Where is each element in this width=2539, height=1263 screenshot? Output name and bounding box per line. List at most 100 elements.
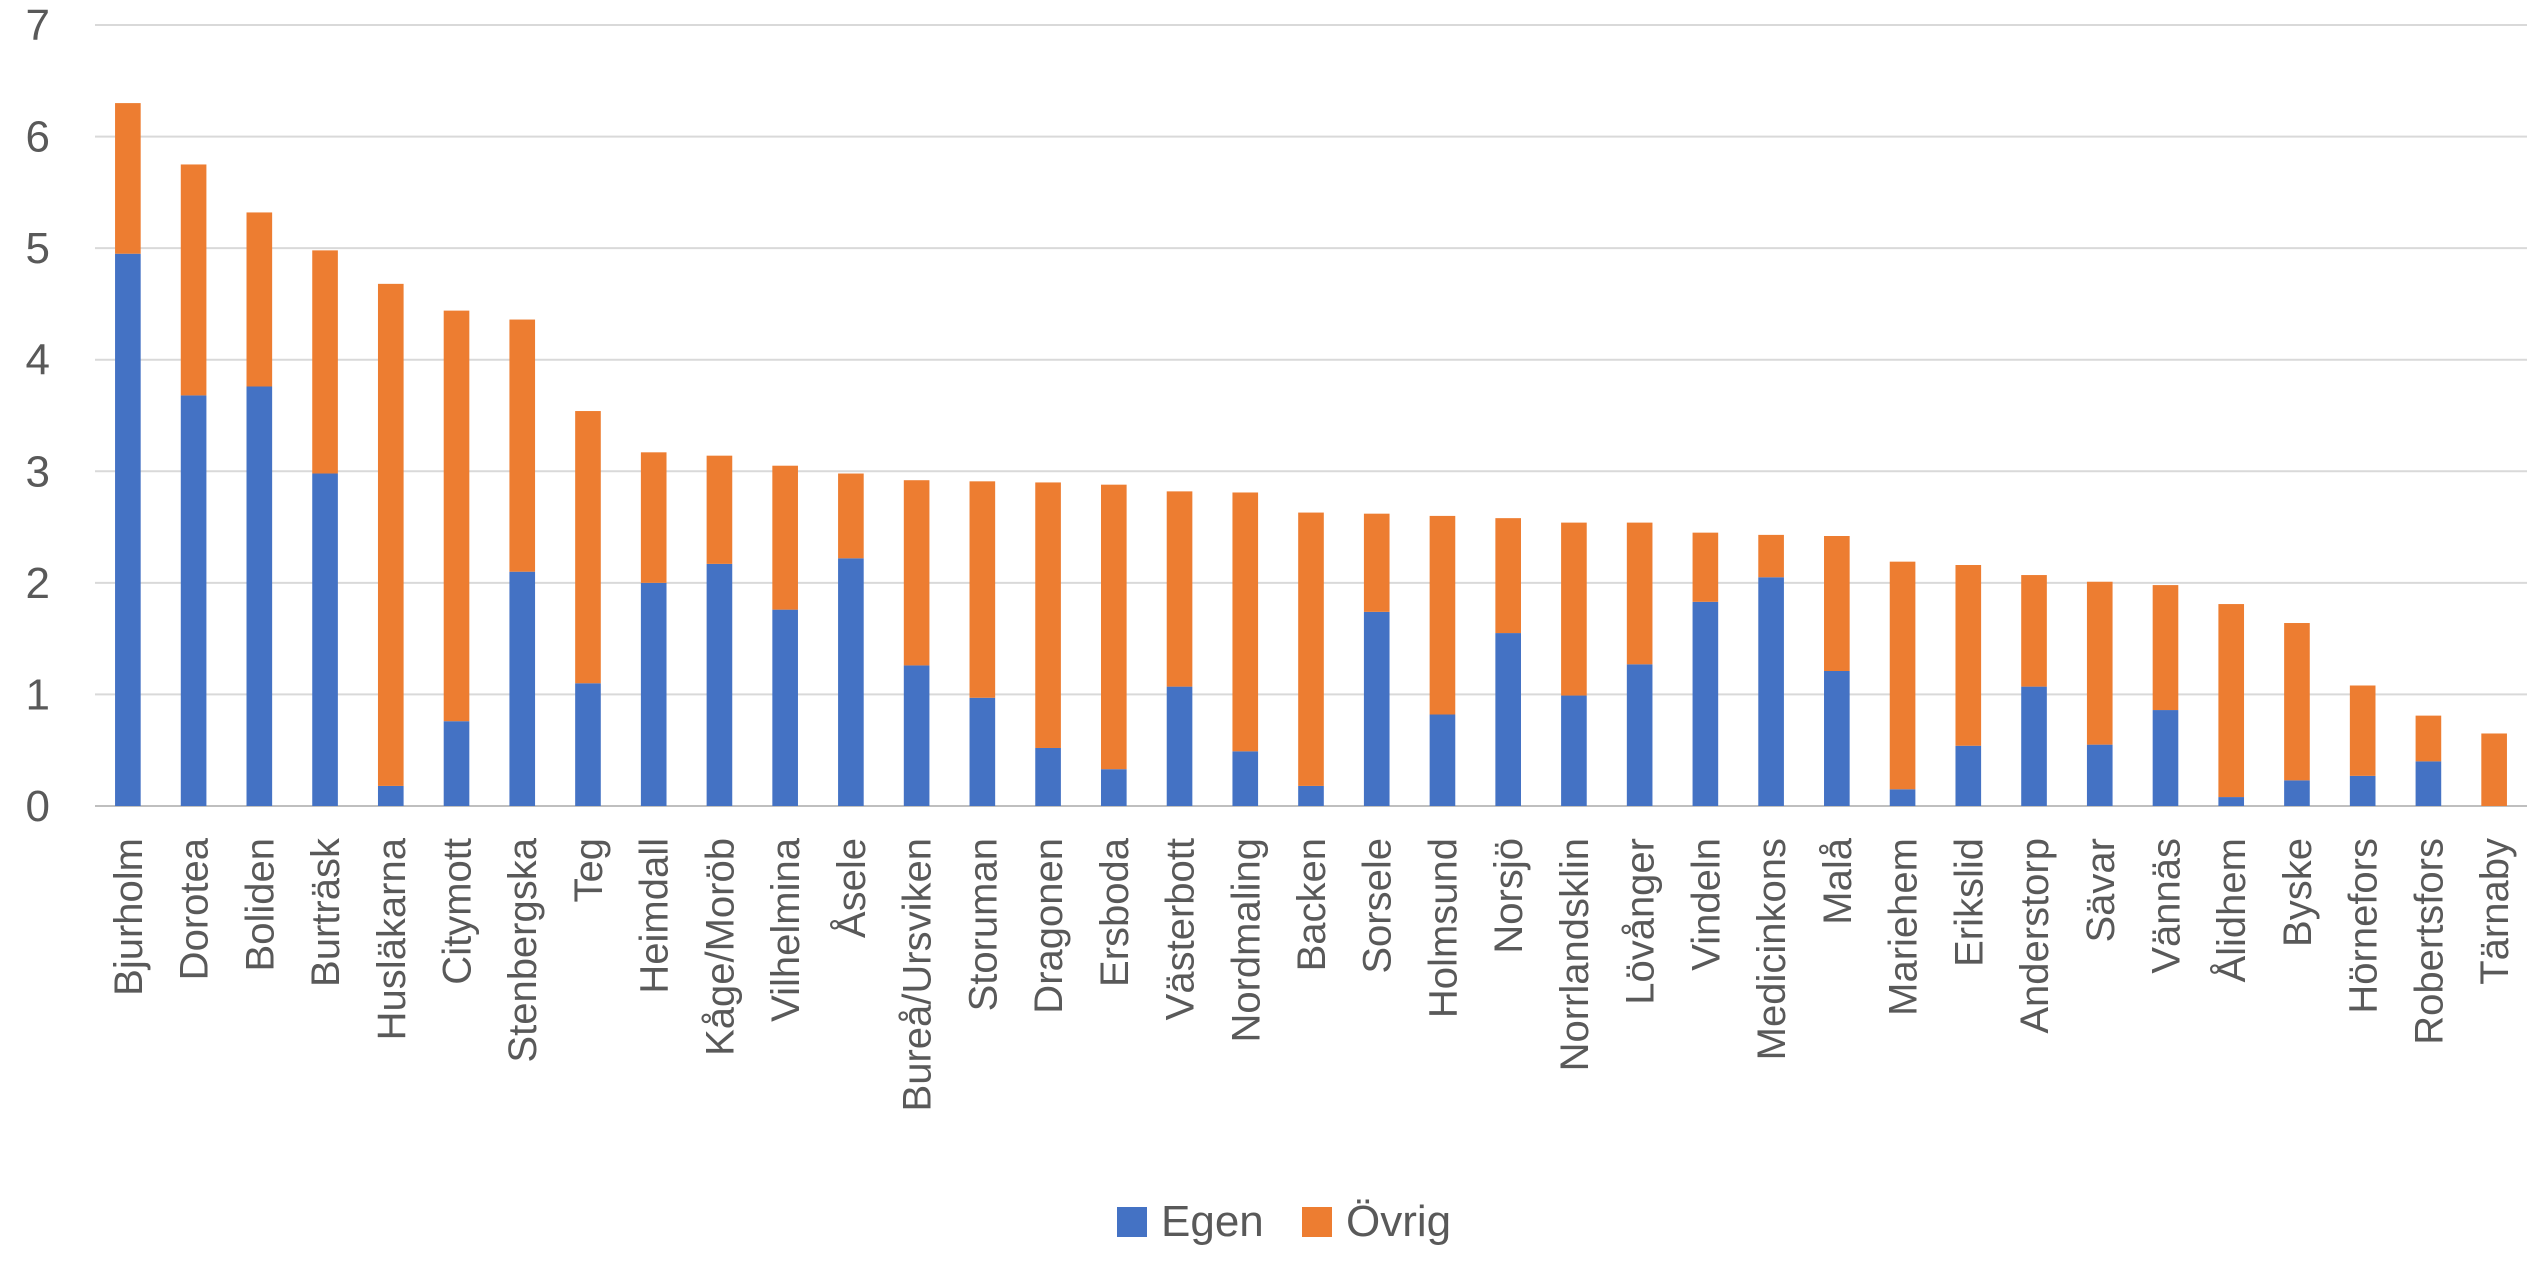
bar-segment-egen-34 [2284, 780, 2310, 806]
bar-segment-övrig-16 [1100, 484, 1127, 770]
bar-segment-egen-19 [1298, 785, 1324, 806]
bar-segment-övrig-3 [246, 212, 273, 387]
bar-segment-egen-16 [1100, 769, 1127, 806]
x-category-label: Norsjö [1487, 838, 1531, 954]
x-category-label: Heimdall [633, 838, 677, 994]
bar-segment-egen-22 [1495, 633, 1521, 806]
legend-label-övrig: Övrig [1346, 1197, 1451, 1246]
bar-segment-egen-2 [180, 395, 207, 806]
x-category-label: Kåge/Moröb [698, 838, 742, 1056]
bar-segment-övrig-23 [1561, 522, 1587, 696]
x-axis-category-labels: Bjurholm Dorotea Boliden Burträsk Husläkarna… [107, 837, 2517, 1111]
bar-segment-övrig-26 [1758, 534, 1784, 578]
bar-segment-övrig-14 [969, 481, 996, 698]
bar-segment-egen-13 [903, 665, 930, 806]
x-category-label: Backen [1290, 838, 1334, 971]
bar-segment-egen-35 [2349, 775, 2376, 806]
bar-segment-övrig-25 [1692, 532, 1719, 602]
bar-segment-egen-28 [1889, 789, 1916, 806]
x-category-label: Sävar [2079, 838, 2123, 943]
y-tick-label: 0 [26, 782, 50, 831]
bar-segment-egen-32 [2152, 710, 2179, 806]
bar-segment-egen-3 [246, 386, 273, 806]
bar-segment-egen-5 [377, 785, 404, 806]
bar-segment-övrig-22 [1495, 518, 1521, 634]
bar-segment-övrig-18 [1232, 492, 1259, 752]
x-category-label: Dorotea [173, 837, 217, 980]
x-category-label: Norrlandsklin [1553, 838, 1597, 1071]
y-tick-label: 6 [26, 113, 50, 162]
bar-segment-egen-4 [312, 473, 338, 806]
bar-segment-övrig-4 [312, 250, 338, 474]
x-category-label: Robertsfors [2407, 838, 2451, 1045]
x-category-label: Åsele [829, 838, 874, 938]
bar-segment-övrig-6 [443, 310, 470, 722]
y-tick-label: 2 [26, 559, 50, 608]
legend: Egen Övrig [1117, 1197, 1451, 1246]
bar-segment-egen-25 [1692, 601, 1719, 806]
x-category-label: Stenbergska [501, 837, 545, 1062]
bar-segment-övrig-17 [1166, 491, 1193, 687]
bar-segment-övrig-15 [1035, 482, 1061, 748]
legend-swatch-egen [1117, 1207, 1147, 1237]
x-category-label: Mariehem [1882, 838, 1926, 1016]
y-axis-tick-labels: 0 1 2 3 4 5 6 7 [26, 1, 50, 831]
bar-segment-övrig-9 [640, 452, 667, 583]
bar-segment-övrig-11 [772, 465, 798, 610]
bar-segment-övrig-1 [115, 103, 141, 254]
x-category-label: Byske [2276, 838, 2320, 947]
bar-segment-egen-24 [1626, 664, 1653, 806]
x-category-label: Vilhelmina [764, 837, 808, 1022]
bar-segment-egen-8 [575, 683, 601, 806]
y-tick-label: 5 [26, 224, 50, 273]
bar-segment-egen-11 [772, 609, 798, 806]
x-category-label: Erikslid [1947, 838, 1991, 967]
x-category-label: Anderstorp [2013, 838, 2057, 1034]
bar-segment-övrig-20 [1363, 513, 1390, 612]
bar-segment-egen-15 [1035, 747, 1061, 806]
x-category-label: Sorsele [1356, 838, 1400, 974]
bar-segment-egen-27 [1824, 671, 1850, 806]
y-tick-label: 1 [26, 670, 50, 719]
bar-segment-egen-21 [1429, 714, 1456, 806]
bar-segment-övrig-27 [1824, 536, 1850, 671]
bar-segment-övrig-33 [2218, 604, 2245, 798]
x-category-label: Vindeln [1684, 838, 1728, 971]
x-category-label: Tärnaby [2473, 838, 2517, 985]
x-category-label: Hörnefors [2342, 838, 2386, 1014]
y-tick-label: 4 [26, 336, 50, 385]
x-category-label: Citymott [436, 838, 480, 985]
bar-segment-övrig-32 [2152, 585, 2179, 711]
bar-segment-övrig-21 [1429, 515, 1456, 715]
bar-segment-egen-12 [838, 558, 864, 806]
bar-segment-övrig-37 [2481, 733, 2507, 806]
legend-label-egen: Egen [1161, 1197, 1264, 1246]
bar-segment-egen-29 [1955, 745, 1982, 806]
x-category-label: Medicinkons [1750, 838, 1794, 1060]
bar-segment-övrig-2 [180, 164, 207, 396]
bar-segment-övrig-19 [1298, 512, 1324, 786]
bar-segment-egen-20 [1363, 611, 1390, 806]
bars [115, 103, 2507, 807]
bar-segment-egen-17 [1166, 686, 1193, 806]
x-category-label: Malå [1816, 837, 1860, 924]
bar-segment-egen-23 [1561, 695, 1587, 806]
x-category-label: Lövånger [1619, 838, 1663, 1005]
bar-segment-egen-6 [443, 721, 470, 806]
bar-segment-övrig-8 [575, 411, 601, 684]
bar-segment-övrig-34 [2284, 623, 2310, 781]
bar-segment-övrig-29 [1955, 565, 1982, 746]
bar-segment-övrig-30 [2021, 575, 2047, 687]
bar-segment-egen-14 [969, 697, 996, 806]
x-category-label: Holmsund [1422, 838, 1466, 1018]
bar-segment-egen-10 [706, 563, 733, 806]
bar-segment-egen-1 [115, 253, 141, 807]
bar-segment-egen-33 [2218, 797, 2245, 806]
x-category-label: Vännäs [2145, 838, 2189, 974]
bar-segment-övrig-35 [2349, 685, 2376, 776]
x-category-label: Bureå/Ursviken [896, 838, 940, 1111]
bar-segment-övrig-13 [903, 480, 930, 666]
x-category-label: Storuman [961, 838, 1005, 1011]
x-category-label: Nordmaling [1224, 838, 1268, 1043]
